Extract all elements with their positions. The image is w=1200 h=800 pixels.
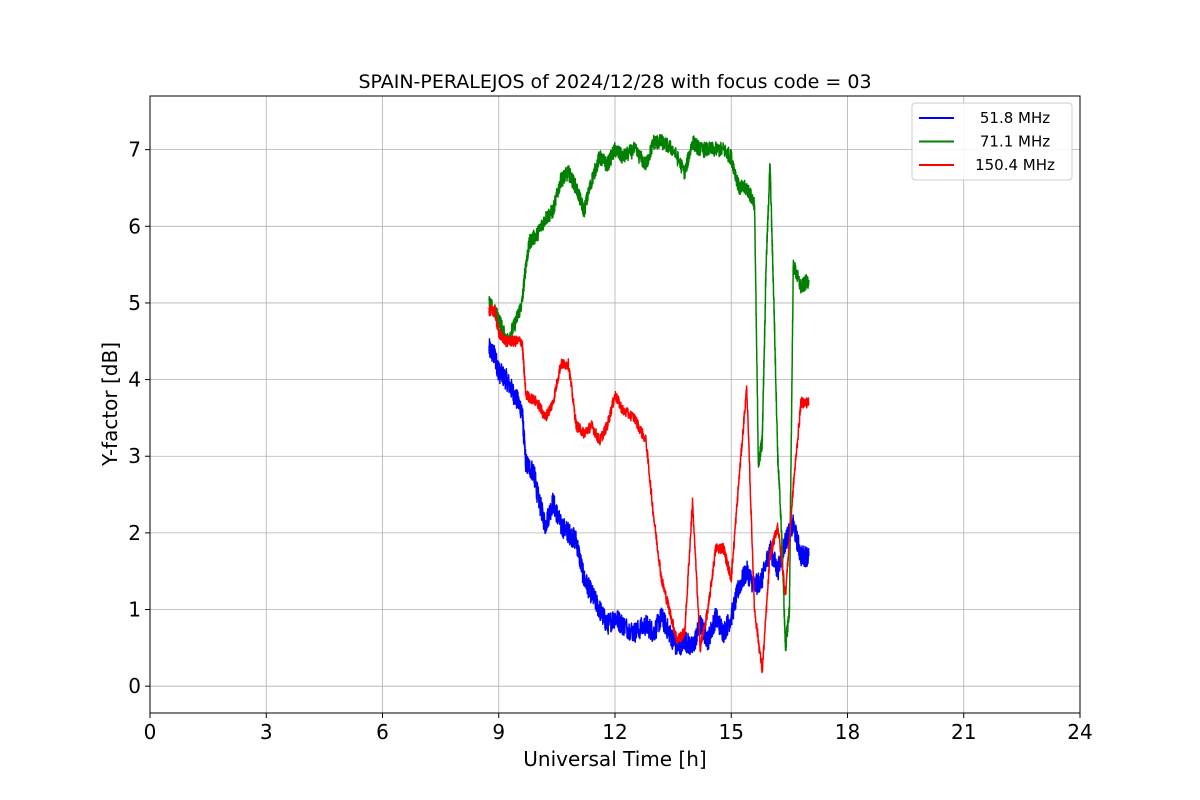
legend: 51.8 MHz 71.1 MHz 150.4 MHz [911,102,1073,181]
y-tick-label: 2 [128,521,141,545]
series-line-3 [488,304,810,674]
legend-label-2: 71.1 MHz [980,133,1050,151]
x-tick-label: 6 [376,720,389,744]
x-tick-label: 15 [719,720,744,744]
x-tick-label: 0 [144,720,157,744]
legend-label-3: 150.4 MHz [975,156,1055,174]
x-tick-label: 9 [492,720,505,744]
y-tick-label: 3 [128,444,141,468]
y-tick-label: 0 [128,674,141,698]
legend-label-1: 51.8 MHz [980,109,1050,127]
x-tick-label: 3 [260,720,273,744]
series-line-2 [488,133,810,652]
y-tick-label: 5 [128,291,141,315]
x-tick-label: 18 [835,720,860,744]
x-tick-label: 24 [1067,720,1092,744]
x-tick-label: 21 [951,720,976,744]
x-tick-label: 12 [602,720,627,744]
y-tick-label: 4 [128,368,141,392]
y-tick-label: 1 [128,598,141,622]
legend-box [911,102,1073,181]
chart-title: SPAIN-PERALEJOS of 2024/12/28 with focus… [358,71,871,93]
series-layer [488,133,810,674]
y-tick-label: 6 [128,214,141,238]
x-axis-label: Universal Time [h] [523,747,706,771]
series-line-1 [488,338,810,656]
y-axis-label: Y-factor [dB] [98,342,122,467]
y-tick-label: 7 [128,138,141,162]
